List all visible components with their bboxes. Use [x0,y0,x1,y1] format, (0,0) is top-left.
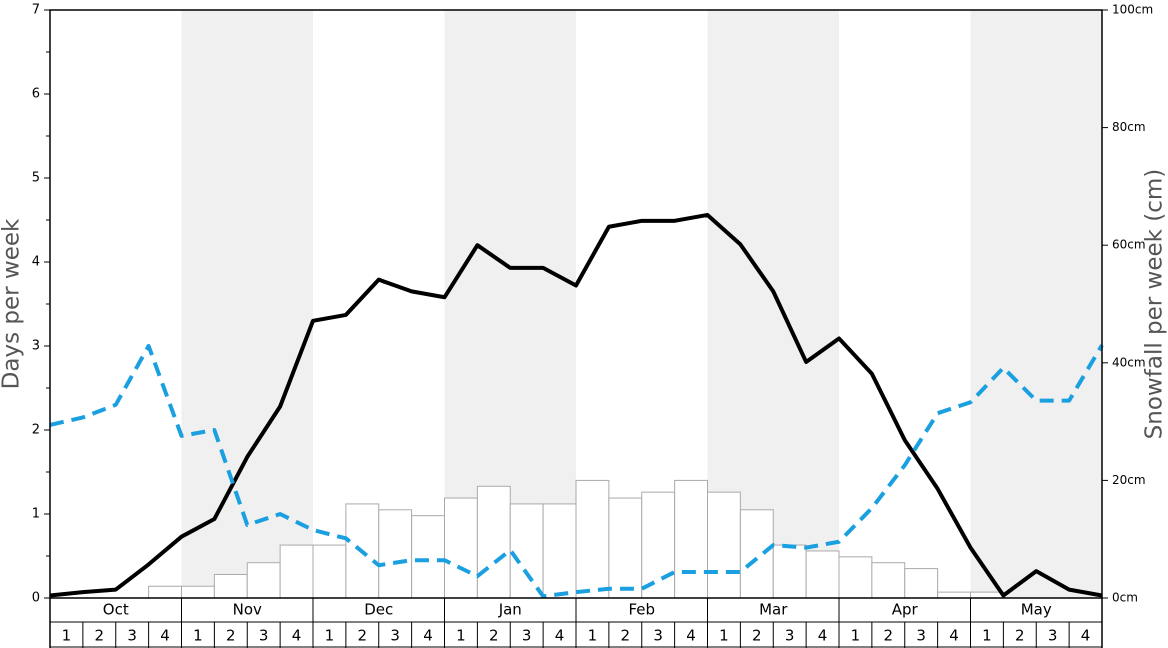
bar [970,591,1004,599]
month-label: Apr [892,601,919,619]
month-band [181,10,313,598]
bar [476,485,511,599]
bar [937,591,971,599]
week-label: 3 [916,627,926,645]
week-label: 1 [588,627,598,645]
week-label: 1 [325,627,335,645]
week-label: 1 [193,627,203,645]
week-label: 4 [555,627,565,645]
bar [772,544,807,599]
week-label: 3 [785,627,795,645]
month-label: Jan [498,601,522,619]
y2-tick-label: 80cm [1112,120,1146,134]
y-tick-label: 1 [32,507,40,522]
bar [575,479,610,599]
bar [411,515,445,599]
y-tick-label: 4 [32,255,40,270]
bar [312,544,347,599]
week-label: 1 [62,627,72,645]
y2-axis-title: Snowfall per week (cm) [1142,169,1168,440]
y2-tick-label: 0cm [1112,591,1138,605]
week-label: 2 [358,627,368,645]
y2-tick-label: 60cm [1112,238,1146,252]
week-label: 2 [621,627,631,645]
week-label: 3 [522,627,532,645]
week-label: 3 [653,627,663,645]
week-label: 2 [95,627,105,645]
month-label: Oct [103,601,129,619]
bar [871,562,906,599]
bar [707,491,741,599]
week-label: 4 [292,627,302,645]
bar [444,497,478,599]
week-label: 2 [752,627,762,645]
y-axis-title: Days per week [0,218,25,389]
bar [378,509,413,599]
week-label: 4 [1081,627,1091,645]
bar [608,497,643,599]
y2-tick-label: 20cm [1112,473,1146,487]
bar [148,585,182,599]
y-tick-label: 0 [32,591,40,606]
month-label: Feb [628,601,655,619]
bar [904,568,939,599]
month-label: Nov [233,601,262,619]
week-label: 3 [1048,627,1058,645]
month-band [970,10,1102,598]
week-label: 1 [851,627,861,645]
bar [279,544,314,599]
month-label: Mar [759,601,788,619]
bar [509,503,544,599]
week-label: 3 [259,627,269,645]
line-series [49,212,1103,598]
y2-tick-label: 100cm [1112,3,1153,17]
month-label: May [1021,601,1052,619]
bar [246,562,281,599]
week-label: 4 [686,627,696,645]
week-label: 1 [982,627,992,645]
week-label: 3 [390,627,400,645]
y-tick-label: 2 [32,423,40,438]
week-label: 4 [818,627,828,645]
bar [181,585,215,599]
bar [641,491,676,599]
week-label: 1 [456,627,466,645]
y-tick-label: 5 [32,171,40,186]
y2-tick-label: 40cm [1112,355,1146,369]
week-label: 1 [719,627,729,645]
week-label: 4 [160,627,170,645]
week-label: 2 [884,627,894,645]
week-label: 3 [127,627,137,645]
month-label: Dec [364,601,393,619]
week-label: 4 [949,627,959,645]
y-tick-label: 6 [32,87,40,102]
bar [213,573,248,599]
bar [674,479,708,599]
bar [838,556,873,599]
y-tick-label: 3 [32,339,40,354]
line-series [49,344,1104,599]
week-label: 2 [226,627,236,645]
bar [805,550,840,599]
y-tick-label: 7 [32,3,40,18]
week-label: 4 [423,627,433,645]
week-label: 2 [489,627,499,645]
bar [739,509,774,599]
week-label: 2 [1015,627,1025,645]
bar [542,503,577,599]
